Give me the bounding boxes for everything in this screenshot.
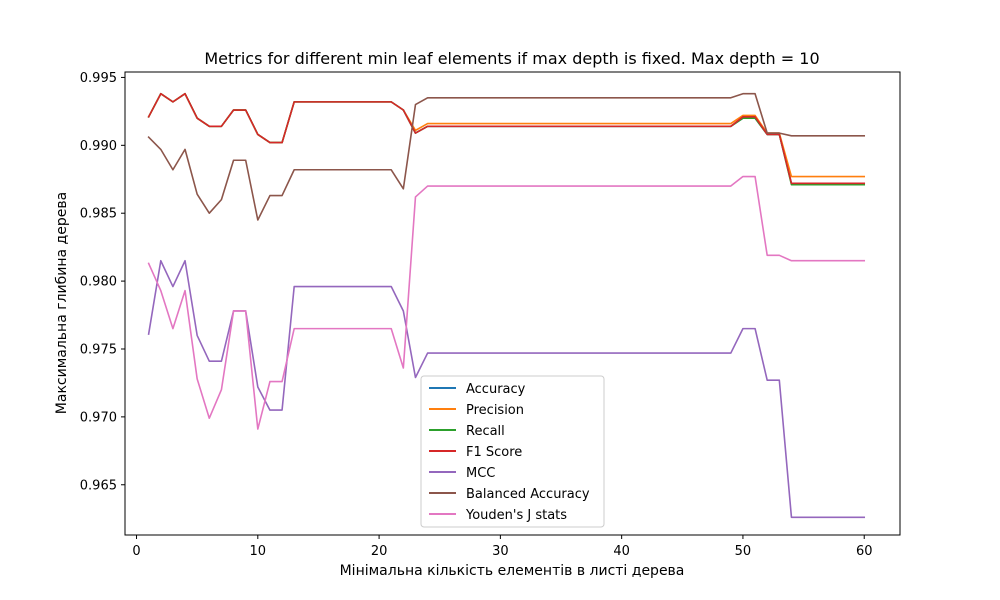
y-tick-label: 0.995: [80, 71, 117, 86]
x-tick-label: 30: [492, 544, 509, 559]
legend-label: Precision: [466, 403, 524, 418]
x-axis-label: Мінімальна кількість елементів в листі д…: [340, 563, 685, 579]
legend-label: MCC: [466, 466, 495, 481]
series-line-f1-score: [147, 92, 866, 185]
legend-label: F1 Score: [466, 445, 522, 460]
legend-items: Accuracy Precision Recall F1 Score MCC Balanc…: [429, 382, 590, 523]
y-axis-label: Максимальна глибина дерева: [54, 192, 70, 414]
y-tick-label: 0.975: [80, 342, 117, 357]
series-line-balanced-accuracy: [147, 92, 866, 221]
legend-label: Accuracy: [466, 382, 526, 397]
y-tick-label: 0.980: [80, 275, 117, 290]
legend-label: Youden's J stats: [465, 508, 567, 523]
axes-frame: [124, 71, 901, 536]
y-axis: 0.965 0.970 0.975 0.980 0.985 0.990 0.995: [80, 71, 125, 493]
x-tick-label: 10: [250, 544, 267, 559]
series-layer: [147, 92, 866, 519]
x-axis: 0 10 20 30 40 50 60: [132, 535, 872, 559]
y-tick-label: 0.970: [80, 410, 117, 425]
x-tick-label: 60: [856, 544, 873, 559]
plot-area: [124, 71, 901, 536]
y-tick-label: 0.990: [80, 139, 117, 154]
x-tick-label: 0: [132, 544, 140, 559]
series-line-mcc: [147, 259, 866, 519]
chart-title: Metrics for different min leaf elements …: [204, 49, 819, 68]
legend-label: Balanced Accuracy: [466, 487, 590, 502]
x-tick-label: 20: [371, 544, 388, 559]
legend: Accuracy Precision Recall F1 Score MCC Balanc…: [420, 375, 605, 528]
legend-label: Recall: [466, 424, 505, 439]
series-line-youden-s-j-stats: [147, 175, 866, 430]
y-tick-label: 0.985: [80, 207, 117, 222]
x-tick-label: 50: [735, 544, 752, 559]
y-tick-label: 0.965: [80, 478, 117, 493]
x-tick-label: 40: [613, 544, 630, 559]
legend-box: [420, 375, 605, 528]
